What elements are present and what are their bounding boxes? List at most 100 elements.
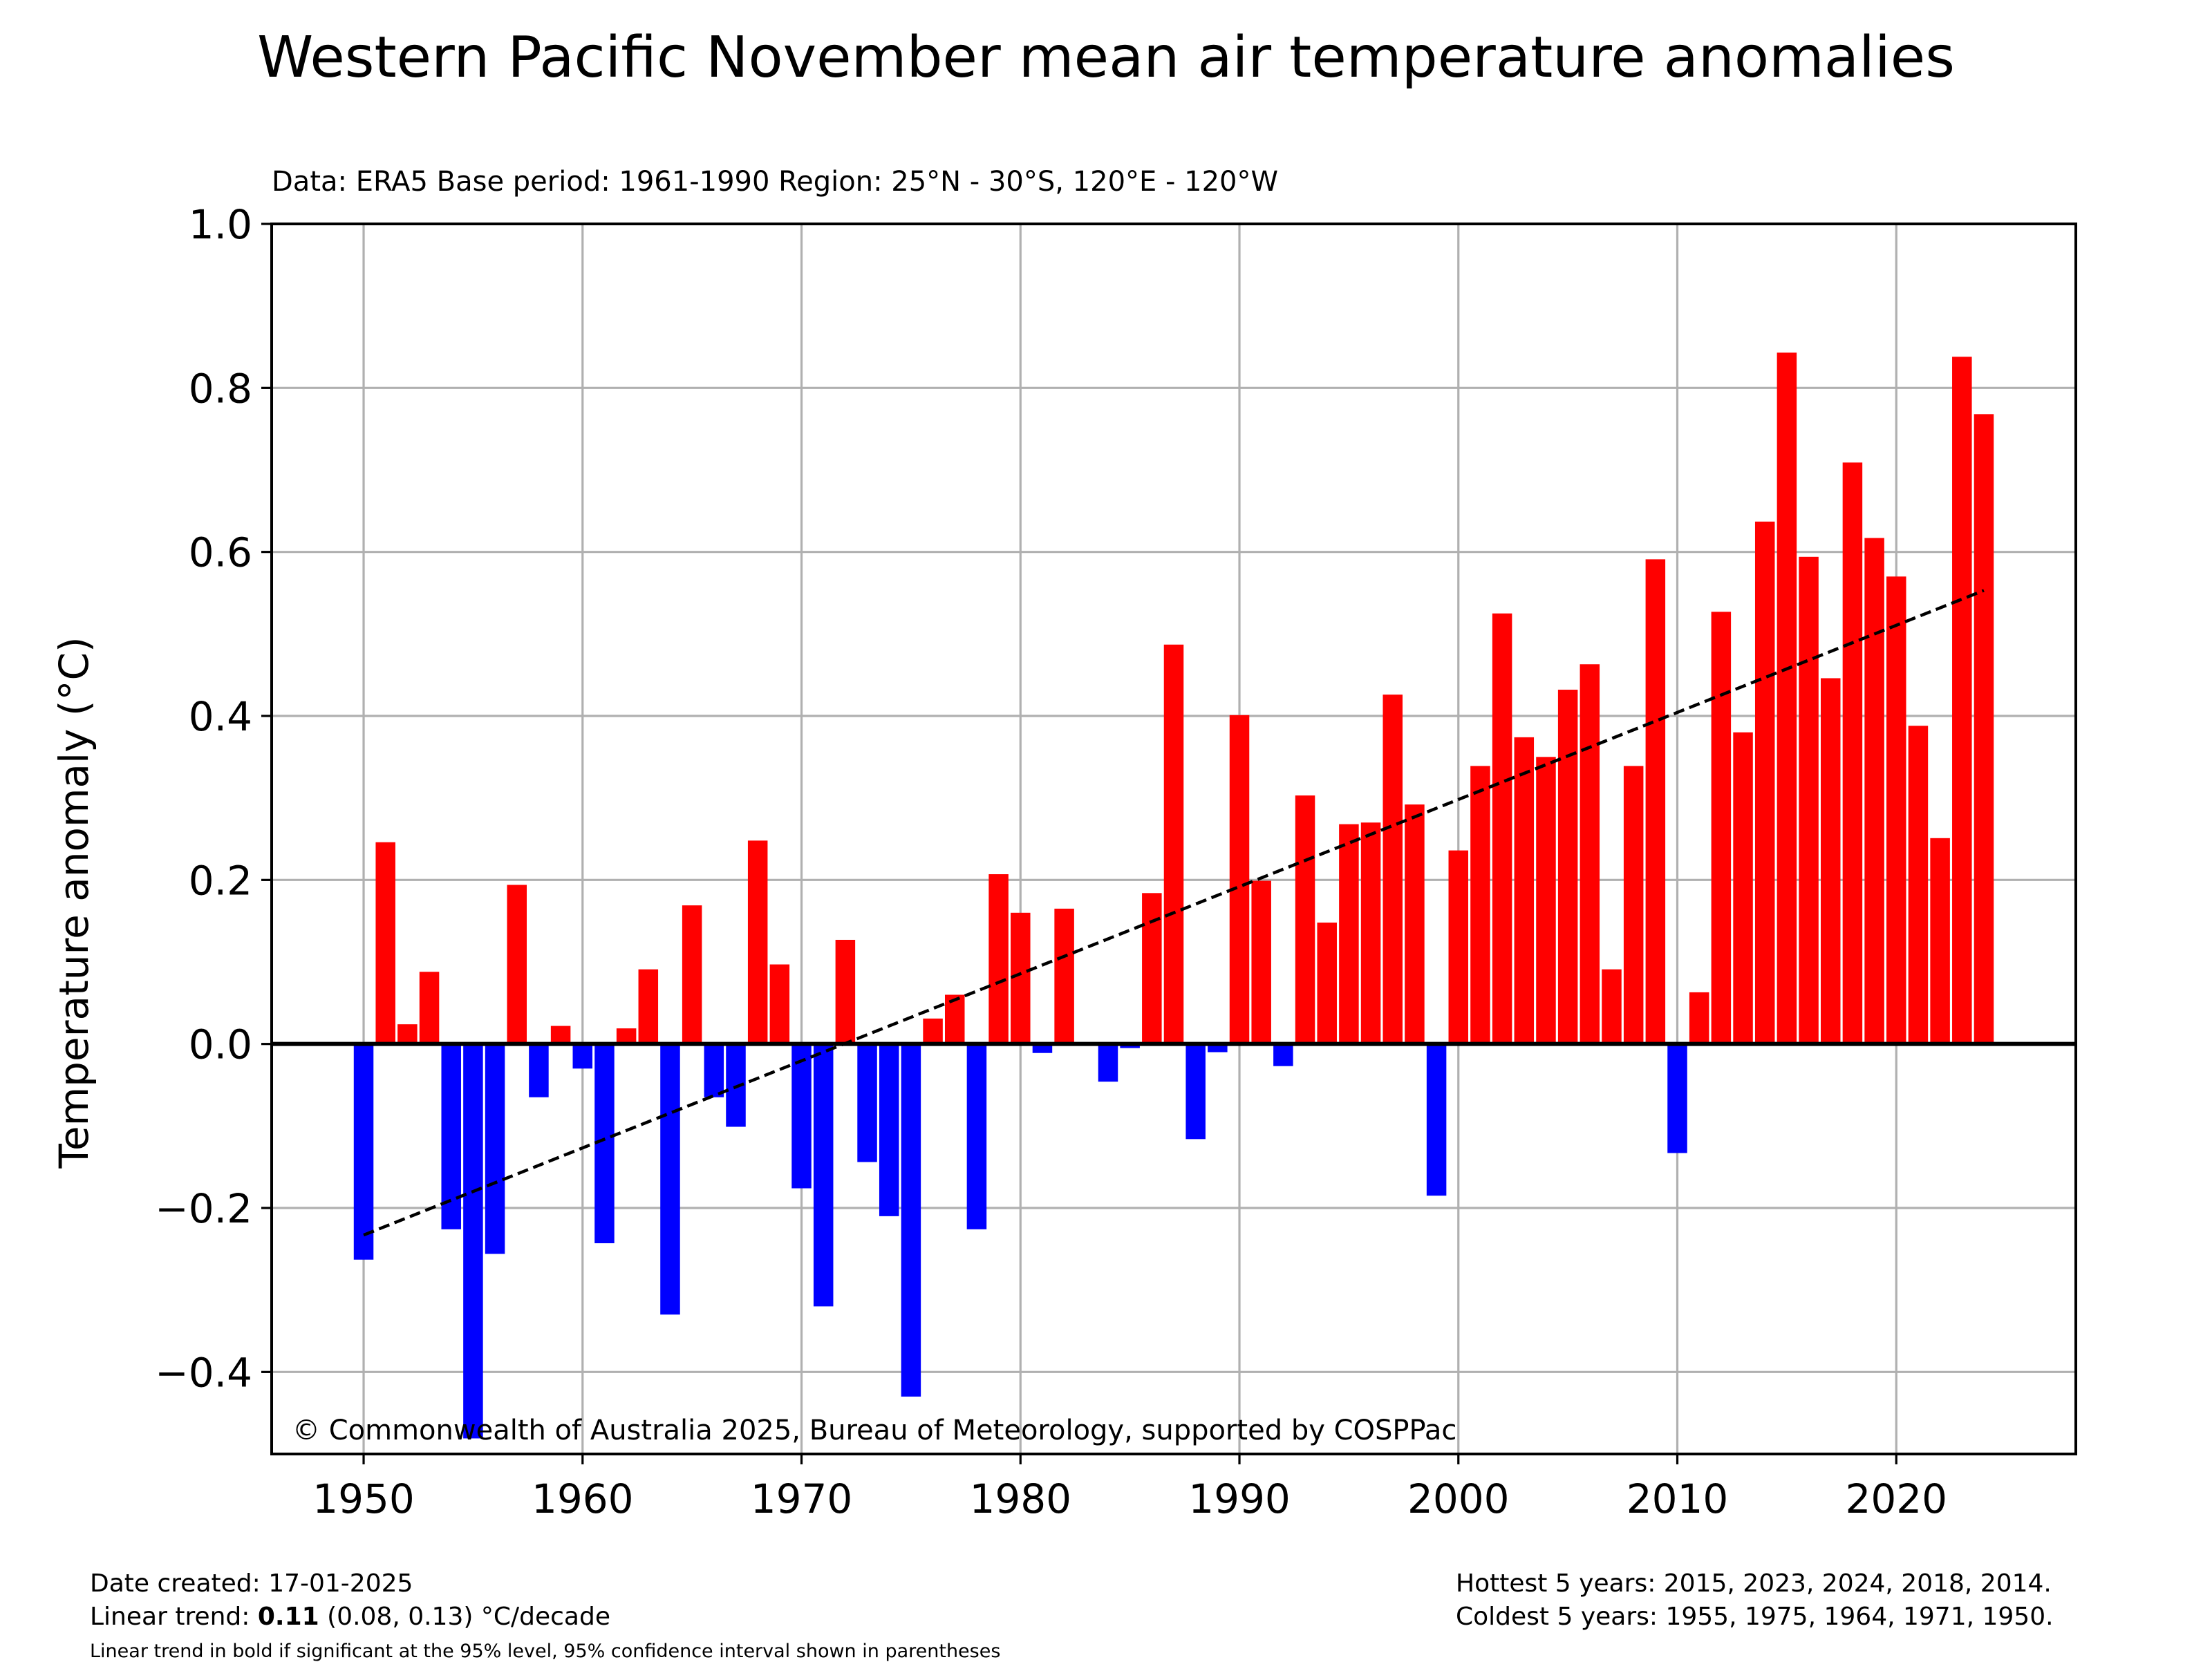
bar-1959 — [550, 1026, 571, 1044]
bar-2018 — [1842, 462, 1863, 1044]
y-tick-label: 0.6 — [189, 529, 252, 576]
trend-line — [363, 589, 1985, 1237]
footer-left: Date created: 17-01-2025 Linear trend: 0… — [90, 1567, 610, 1634]
bar-1957 — [507, 885, 527, 1044]
bar-2000 — [1448, 850, 1469, 1044]
x-tick-label: 2000 — [1407, 1475, 1510, 1522]
date-created: Date created: 17-01-2025 — [90, 1569, 413, 1598]
hottest-years: Hottest 5 years: 2015, 2023, 2024, 2018,… — [1456, 1569, 2052, 1598]
bar-1960 — [572, 1044, 593, 1069]
bar-1965 — [682, 905, 702, 1044]
bar-1995 — [1339, 824, 1359, 1044]
bar-1989 — [1208, 1044, 1228, 1052]
bar-2014 — [1754, 521, 1775, 1044]
bar-1979 — [988, 874, 1009, 1044]
plot-frame — [270, 223, 2077, 1455]
bar-1962 — [616, 1028, 637, 1044]
bar-2002 — [1492, 613, 1512, 1044]
bar-2012 — [1711, 612, 1732, 1044]
bar-1984 — [1098, 1044, 1118, 1082]
bar-2007 — [1602, 969, 1622, 1044]
bar-2015 — [1777, 352, 1797, 1044]
bar-1973 — [857, 1044, 877, 1162]
bar-2024 — [1974, 414, 1994, 1044]
bar-2010 — [1667, 1044, 1687, 1153]
bar-1982 — [1054, 908, 1074, 1044]
bar-1993 — [1295, 795, 1315, 1044]
bar-2020 — [1886, 576, 1906, 1044]
linear-trend: Linear trend: 0.11 (0.08, 0.13) °C/decad… — [90, 1603, 610, 1631]
bar-2009 — [1645, 559, 1666, 1044]
bar-1956 — [485, 1044, 505, 1254]
y-tick-label: 0.4 — [189, 693, 252, 740]
bar-1990 — [1229, 715, 1250, 1044]
bar-2001 — [1470, 766, 1490, 1044]
x-tick-label: 1950 — [312, 1475, 415, 1522]
x-tick-label: 1970 — [751, 1475, 853, 1522]
bar-1986 — [1142, 893, 1162, 1044]
bar-1964 — [660, 1044, 680, 1315]
bar-1970 — [791, 1044, 812, 1189]
bar-1953 — [419, 972, 440, 1044]
bar-1978 — [966, 1044, 987, 1229]
bar-1972 — [835, 939, 856, 1044]
bar-1981 — [1032, 1044, 1053, 1053]
bar-2003 — [1514, 737, 1535, 1044]
bar-1997 — [1382, 695, 1403, 1044]
footer-right: Hottest 5 years: 2015, 2023, 2024, 2018,… — [1456, 1567, 2054, 1634]
bar-2005 — [1557, 690, 1578, 1044]
bar-1998 — [1405, 804, 1425, 1044]
bar-1976 — [923, 1018, 943, 1044]
chart-subtitle: Data: ERA5 Base period: 1961-1990 Region… — [272, 166, 1279, 198]
x-axis: 1950 1960 1970 1980 1990 2000 2010 2020 — [312, 1454, 1947, 1522]
bar-1999 — [1426, 1044, 1447, 1196]
bar-1987 — [1163, 644, 1184, 1044]
y-tick-label: −0.4 — [155, 1349, 252, 1396]
x-tick-label: 1960 — [532, 1475, 634, 1522]
bar-2021 — [1908, 726, 1929, 1044]
x-tick-label: 1990 — [1188, 1475, 1291, 1522]
bar-1977 — [944, 994, 965, 1044]
bar-1951 — [375, 842, 395, 1044]
y-axis-label: Temperature anomaly (°C) — [50, 636, 97, 1169]
bar-1952 — [397, 1024, 418, 1044]
bar-2017 — [1820, 678, 1841, 1044]
y-tick-label: 0.2 — [189, 857, 252, 904]
bar-1996 — [1360, 822, 1381, 1044]
y-tick-label: −0.2 — [155, 1185, 252, 1232]
bar-1969 — [769, 964, 790, 1044]
trend-note: Linear trend in bold if significant at t… — [90, 1641, 1001, 1662]
bar-1971 — [813, 1044, 834, 1307]
bar-1992 — [1273, 1044, 1293, 1066]
bar-1955 — [463, 1044, 483, 1439]
bar-2016 — [1799, 556, 1819, 1044]
bar-2013 — [1733, 732, 1753, 1044]
bar-2011 — [1689, 992, 1709, 1044]
trend-value: 0.11 — [257, 1603, 319, 1631]
bars-group — [353, 352, 1994, 1439]
bar-2022 — [1930, 838, 1950, 1044]
x-tick-label: 2020 — [1845, 1475, 1947, 1522]
y-tick-label: 0.0 — [189, 1021, 252, 1068]
y-tick-label: 1.0 — [189, 201, 252, 248]
coldest-years: Coldest 5 years: 1955, 1975, 1964, 1971,… — [1456, 1603, 2054, 1631]
bar-1966 — [704, 1044, 724, 1097]
y-axis: −0.4 −0.2 0.0 0.2 0.4 0.6 0.8 1.0 — [155, 201, 272, 1396]
x-tick-label: 1980 — [969, 1475, 1071, 1522]
bar-1961 — [594, 1044, 615, 1244]
bar-2019 — [1864, 538, 1884, 1044]
bar-1968 — [747, 840, 768, 1044]
bar-1958 — [529, 1044, 549, 1097]
bar-1975 — [901, 1044, 921, 1397]
bar-1994 — [1317, 923, 1337, 1044]
bar-2023 — [1952, 357, 1972, 1044]
bar-2006 — [1580, 664, 1600, 1044]
bar-1950 — [353, 1044, 374, 1260]
bar-1980 — [1011, 912, 1031, 1044]
chart-title: Western Pacific November mean air temper… — [257, 25, 1955, 91]
bar-1974 — [879, 1044, 899, 1216]
bar-2008 — [1623, 766, 1644, 1044]
bar-2004 — [1536, 757, 1556, 1044]
copyright-annotation: © Commonwealth of Australia 2025, Bureau… — [292, 1415, 1456, 1446]
